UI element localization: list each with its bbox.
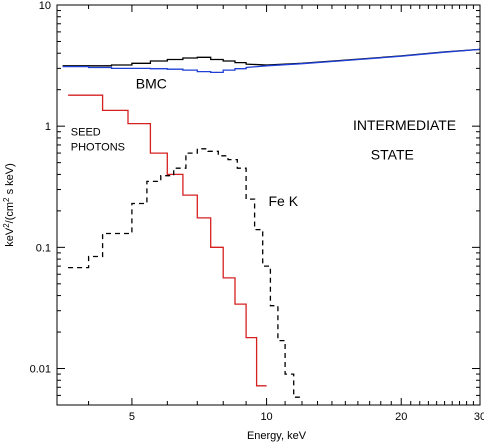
y-axis-title: keV2/(cm2 s keV) — [2, 163, 16, 247]
y-tick-label: 10 — [39, 0, 51, 12]
annotation-label: STATE — [371, 147, 414, 163]
y-tick-label: 1 — [45, 121, 51, 133]
y-tick-label: 0.01 — [30, 364, 51, 376]
series-line-3 — [68, 148, 302, 398]
annotations-group: BMC SEED PHOTONS Fe K INTERMEDIATE STATE — [71, 75, 456, 208]
x-tick-label: 10 — [260, 411, 272, 423]
y-axis-title-part: 2 — [2, 223, 11, 228]
y-axis-title-part: s keV) — [4, 163, 16, 197]
y-axis-title-part: 2 — [2, 197, 11, 202]
annotation-label: SEED — [71, 126, 101, 138]
series-line-1 — [62, 48, 481, 74]
annotation-label: PHOTONS — [71, 141, 125, 153]
y-axis-title-part: keV — [4, 227, 16, 247]
x-tick-label: 20 — [395, 411, 407, 423]
plot-frame — [56, 4, 481, 406]
y-axis-title-part: /(cm — [4, 202, 16, 223]
annotation-label: BMC — [136, 75, 167, 91]
annotation-label: INTERMEDIATE — [353, 117, 456, 133]
series-group — [62, 48, 481, 398]
x-axis-title: Energy, keV — [247, 430, 307, 442]
series-line-2 — [68, 94, 267, 387]
y-tick-label: 0.1 — [36, 242, 51, 254]
annotation-label: Fe K — [269, 193, 299, 209]
x-tick-label: 5 — [129, 411, 135, 423]
series-line-0 — [62, 48, 481, 67]
x-tick-label: 30 — [474, 411, 484, 423]
